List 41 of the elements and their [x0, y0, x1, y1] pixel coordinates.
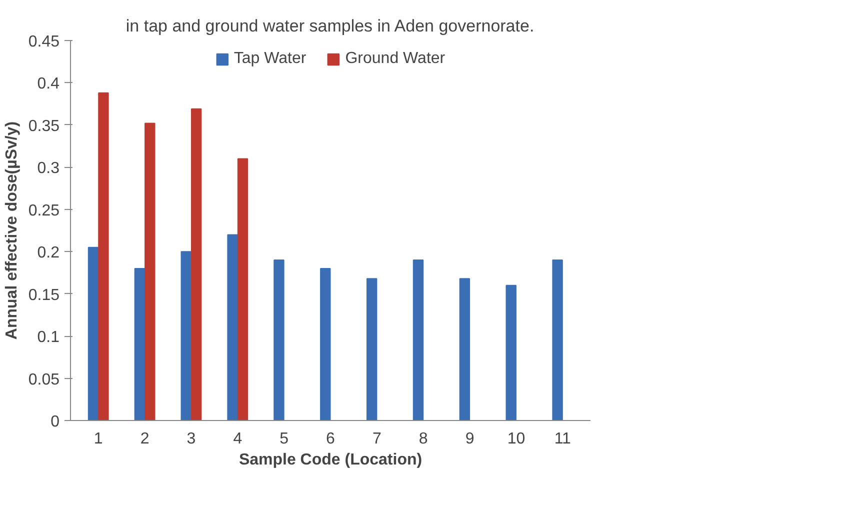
bar	[506, 284, 516, 420]
y-tick-label: 0.35	[28, 118, 60, 135]
y-tick-label: 0.2	[37, 244, 60, 262]
x-tick-label: 8	[418, 430, 428, 448]
bar	[412, 260, 424, 420]
chart-title: in tap and ground water samples in Aden governorate.	[126, 16, 534, 36]
bar	[88, 246, 99, 420]
y-tick-label: 0	[50, 414, 60, 430]
x-tick-label: 1	[94, 430, 103, 448]
y-tick-label: 0.1	[37, 329, 60, 346]
bar	[190, 108, 202, 420]
y-tick-label: 0.4	[37, 76, 60, 93]
bar	[180, 251, 192, 420]
y-tick-label: 0.3	[37, 160, 60, 178]
bar	[274, 260, 284, 420]
bar	[366, 278, 378, 420]
bar	[144, 122, 156, 420]
bar	[320, 268, 331, 420]
bar	[134, 268, 146, 420]
x-tick-label: 9	[465, 430, 474, 448]
y-tick-label: 0.25	[28, 202, 60, 220]
bar	[98, 92, 109, 420]
x-tick-label: 6	[326, 430, 336, 448]
x-tick-label: 11	[554, 430, 572, 448]
x-tick-label: 2	[140, 430, 150, 448]
x-tick-label: 3	[186, 430, 196, 448]
legend-label: Ground Water	[345, 50, 446, 68]
x-tick-label: 5	[280, 430, 289, 448]
bar	[552, 260, 563, 420]
x-tick-label: 4	[233, 430, 242, 448]
x-axis-title: Sample Code (Location)	[238, 452, 422, 468]
y-tick-label: 0.45	[28, 34, 60, 50]
y-axis-title: Annual effective dose(µSv/y)	[3, 121, 20, 340]
y-tick-label: 0.05	[28, 371, 60, 388]
legend-label: Tap Water	[234, 50, 306, 68]
bar	[459, 278, 470, 420]
bar	[237, 158, 248, 420]
x-tick-label: 7	[372, 430, 382, 448]
x-tick-label: 10	[507, 430, 526, 448]
bar	[227, 234, 238, 420]
y-tick-label: 0.15	[28, 286, 60, 304]
